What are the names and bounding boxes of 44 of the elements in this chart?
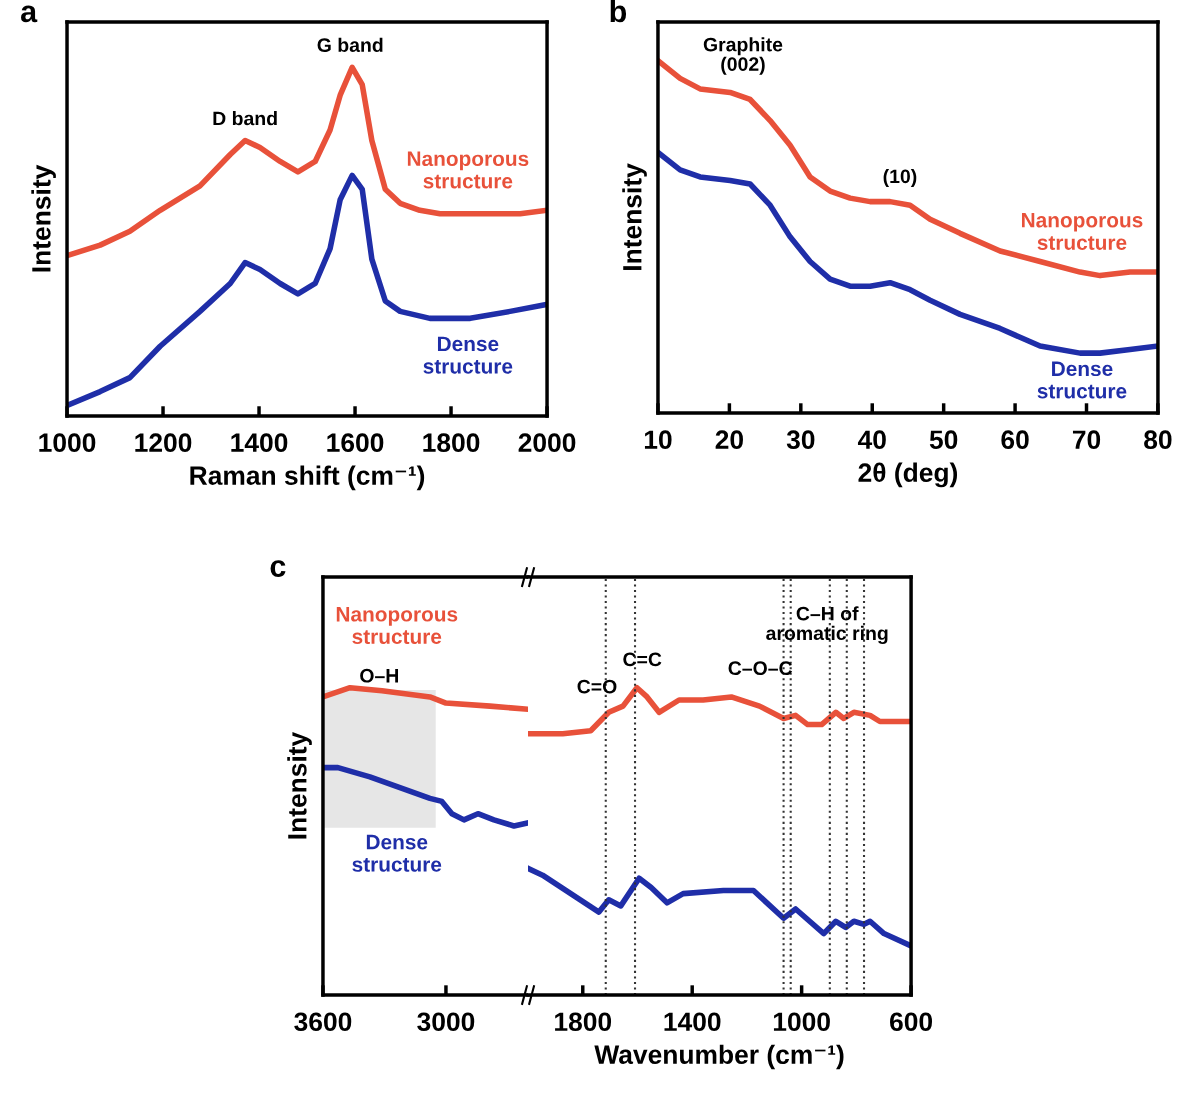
y-axis-title: Intensity — [287, 731, 312, 839]
x-tick-label: 600 — [890, 1012, 933, 1032]
x-tick-label: 1800 — [555, 1012, 612, 1032]
annotation: C=O — [577, 679, 617, 694]
text: C=C — [623, 652, 662, 667]
x-tick-label: 10 — [644, 430, 672, 450]
x-tick-label: 60 — [1001, 430, 1029, 450]
x-tick-label: 1800 — [423, 433, 480, 453]
x-tick-label: 1600 — [327, 433, 384, 453]
series-label: Dense structure — [352, 834, 442, 872]
x-tick-label: 1400 — [664, 1012, 721, 1032]
chart-title: a — [21, 5, 38, 23]
x-tick-label: 1000 — [39, 433, 96, 453]
x-axis-title: Wavenumber (cm⁻¹) — [594, 1044, 844, 1070]
x-tick-label: 1200 — [135, 433, 192, 453]
text: G band — [317, 37, 383, 53]
x-tick-label: 50 — [929, 430, 958, 450]
y-axis-title: Intensity — [31, 164, 56, 272]
x-tick-label: 70 — [1072, 430, 1101, 450]
annotation: (10) — [883, 168, 917, 188]
x-tick-label: 2000 — [518, 433, 576, 453]
y-axis-title: Intensity — [622, 163, 647, 270]
x-tick-label: 3600 — [294, 1012, 352, 1032]
chart-title: c — [270, 560, 286, 577]
text: C–O–C — [728, 661, 793, 676]
text: C–H of aromatic ring — [766, 606, 888, 644]
series-label: Nanoporous structure — [1022, 212, 1143, 250]
band-label: O–H — [360, 668, 399, 683]
x-tick-label: 40 — [857, 430, 886, 450]
text: Nanoporous structure — [336, 607, 458, 645]
x-tick-label: 3000 — [417, 1012, 475, 1032]
x-tick-label: 1400 — [231, 433, 288, 453]
x-tick-label: 30 — [786, 430, 815, 450]
annotation: Graphite (002) — [703, 37, 783, 75]
x-tick-label: 80 — [1144, 430, 1172, 450]
annotation: D band — [213, 111, 277, 126]
x-tick-label: 20 — [715, 430, 743, 450]
x-axis-title: Raman shift (cm⁻¹) — [190, 465, 425, 491]
series-label: Dense structure — [1037, 361, 1127, 399]
series-label: Nanoporous structure — [407, 151, 529, 189]
x-axis-title: 2θ (deg) — [858, 462, 958, 488]
series-label: Dense structure — [423, 336, 513, 374]
x-tick-label: 1000 — [773, 1012, 830, 1032]
chart-title: b — [610, 0, 627, 23]
